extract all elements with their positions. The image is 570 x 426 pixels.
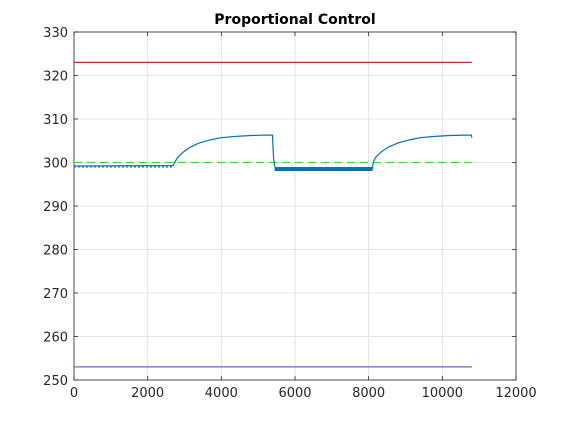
y-tick-label: 310 [43,113,68,128]
grid [73,31,517,381]
axis-ticks [73,31,517,381]
series-group [73,61,473,368]
chart-title: Proportional Control [214,12,375,28]
y-tick-label: 300 [43,157,68,172]
x-tick-label: 2000 [131,386,164,401]
series-line-3 [73,134,473,170]
y-tick-label: 260 [43,331,68,346]
x-tick-label: 6000 [278,386,311,401]
x-tick-label: 4000 [205,386,238,401]
y-tick-label: 280 [43,244,68,259]
x-tick-label: 0 [70,386,78,401]
y-tick-label: 250 [43,374,68,389]
y-tick-label: 330 [43,26,68,41]
x-tick-label: 10000 [422,386,463,401]
x-tick-label: 8000 [352,386,385,401]
x-tick-label: 12000 [495,386,536,401]
y-tick-label: 290 [43,200,68,215]
tick-labels: 0 2000 4000 6000 8000 10000 12000 250 260 270 280 2… [43,26,537,401]
y-tick-label: 320 [43,70,68,85]
y-tick-label: 270 [43,287,68,302]
